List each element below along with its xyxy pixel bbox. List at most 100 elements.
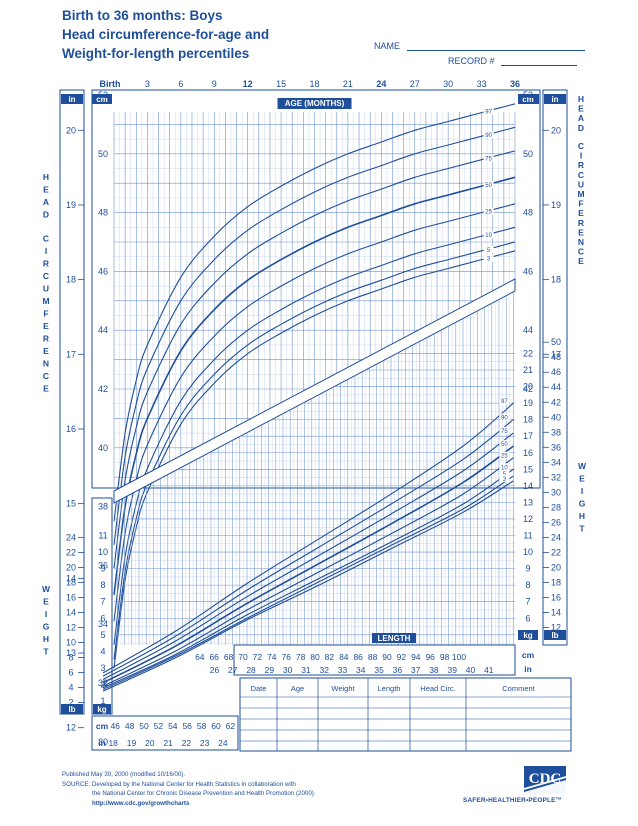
hc-right-in-tick: 18 (551, 275, 561, 285)
age-tick-1: 3 (145, 79, 150, 89)
wl-top-in-tick: 27 (228, 665, 238, 675)
wl-top-cm-tick: 92 (397, 652, 407, 662)
wl-top-in-tick: 36 (393, 665, 403, 675)
wl-right-lb-tick: 16 (551, 592, 561, 602)
wl-label-bg-p90 (499, 413, 510, 421)
wl-curve-p3 (102, 480, 514, 692)
wl-right-lb-tick: 50 (551, 337, 561, 347)
wl-right-lb-tick: 28 (551, 502, 561, 512)
wl-top-in-tick: 41 (484, 665, 494, 675)
wl-top-cm-tick: 98 (440, 652, 450, 662)
hc-right-cm-unit: cm (522, 95, 534, 104)
wl-right-kg-tick: 16 (523, 448, 533, 458)
record-col-length: Length (378, 684, 401, 693)
wl-kg-tick: 2 (100, 679, 105, 689)
weight-vertical-label-letter-3: G (43, 622, 50, 632)
name-field[interactable]: NAME (374, 41, 585, 51)
wl-bottom-in-tick: 22 (182, 738, 192, 748)
wl-right-kg-tick: 8 (525, 580, 530, 590)
hc-right-cm-tick: 44 (523, 325, 533, 335)
wl-bottom-cm-tick: 56 (182, 721, 192, 731)
hc-curve-p5 (113, 241, 516, 660)
name-line[interactable] (406, 50, 585, 51)
in-label-bg (61, 94, 83, 104)
wl-right-lb-tick: 20 (551, 562, 561, 572)
wl-percentile-label-25: 25 (501, 454, 508, 460)
hc-vertical-label-letter-0: H (43, 172, 49, 182)
wl-bottom-cm-tick: 48 (125, 721, 135, 731)
hc-in-tick: 20 (66, 125, 76, 135)
hc-in-tick: 16 (66, 424, 76, 434)
hc-in-tick: 13 (66, 648, 76, 658)
hc-cm-tick: 36 (98, 560, 108, 570)
length-label-bg (372, 633, 416, 643)
hc-vertical-label-letter-12: R (43, 333, 49, 343)
hc-right-cm-tick: 52 (523, 90, 533, 100)
wl-bottom-in-tick: 24 (218, 738, 228, 748)
wl-right-lb-tick: 14 (551, 607, 561, 617)
wl-percentile-label-97: 97 (501, 399, 508, 405)
right-inch-frame (542, 89, 568, 646)
wl-label-bg-p50 (499, 440, 510, 448)
hc-label-bg-p90 (483, 131, 494, 139)
wl-top-cm-tick: 64 (195, 652, 205, 662)
hc-vertical-label-right-letter-5: I (580, 151, 582, 161)
hc-percentile-label-97: 97 (485, 110, 492, 116)
wl-right-lb-tick: 34 (551, 457, 561, 467)
hc-vertical-label-letter-9: M (42, 296, 49, 306)
hc-vertical-label-right-letter-10: F (578, 199, 583, 209)
record-table (239, 677, 572, 752)
hc-percentile-label-3: 3 (487, 257, 491, 263)
wl-right-kg-tick: 18 (523, 415, 533, 425)
wl-curve-p25 (102, 457, 514, 687)
wl-top-cm-tick: 68 (224, 652, 234, 662)
hc-label-bg-p3 (483, 254, 494, 262)
wl-lb-tick: 12 (66, 622, 76, 632)
wl-bottom-in-unit: in (98, 738, 106, 748)
hc-in-tick: 18 (66, 275, 76, 285)
wl-kg-tick: 7 (100, 597, 105, 607)
age-tick-5: 15 (276, 79, 286, 89)
hc-percentile-label-25: 25 (485, 210, 492, 216)
source-url[interactable]: http://www.cdc.gov/growthcharts (92, 799, 190, 807)
age-tick-6: 18 (309, 79, 319, 89)
in-label-bg-r (544, 94, 566, 104)
length-scale-bottom-frame (91, 715, 239, 751)
hc-curve-p25 (113, 203, 516, 622)
title-line-1: Birth to 36 months: Boys (62, 8, 223, 23)
wl-top-in-tick: 30 (283, 665, 293, 675)
hc-vertical-label-right-letter-16: E (578, 256, 584, 266)
wl-kg-tick: 10 (98, 547, 108, 557)
hc-curve-p97 (113, 103, 516, 522)
hc-vertical-label-letter-13: E (43, 346, 49, 356)
hc-vertical-label-letter-14: N (43, 358, 49, 368)
wl-right-lb-tick: 12 (551, 622, 561, 632)
wl-lb-tick: 14 (66, 607, 76, 617)
wl-bottom-in-tick: 23 (200, 738, 210, 748)
hc-cm-tick: 52 (98, 90, 108, 100)
wl-lb-tick: 2 (68, 698, 73, 708)
record-line[interactable] (501, 65, 578, 66)
wl-curve-p97 (102, 402, 514, 674)
wl-top-cm-tick: 66 (209, 652, 219, 662)
record-col-headcirc: Head Circ. (420, 684, 455, 693)
wl-right-kg-tick: 11 (523, 531, 532, 541)
wl-top-cm-tick: 82 (325, 652, 335, 662)
age-tick-12: 36 (510, 79, 520, 89)
cdc-logo-icon: CDC (524, 766, 566, 794)
wl-left-lb-unit: lb (68, 705, 75, 714)
chart-title: Birth to 36 months: Boys Head circumfere… (62, 6, 269, 63)
age-tick-8: 24 (376, 79, 386, 89)
wl-kg-tick: 3 (100, 663, 105, 673)
weight-vertical-label-right-letter-5: T (579, 524, 585, 534)
hc-right-cm-tick: 50 (523, 149, 533, 159)
weight-vertical-label-right-letter-0: W (578, 461, 587, 471)
age-tick-10: 30 (443, 79, 453, 89)
hc-cm-tick: 42 (98, 384, 108, 394)
hc-percentile-label-50: 50 (485, 183, 492, 189)
wl-curve-p75 (102, 432, 514, 680)
wl-right-lb-tick: 22 (551, 547, 561, 557)
record-field[interactable]: RECORD # (448, 56, 578, 66)
hc-vertical-label-letter-11: E (43, 321, 49, 331)
hc-vertical-label-letter-15: C (43, 371, 49, 381)
